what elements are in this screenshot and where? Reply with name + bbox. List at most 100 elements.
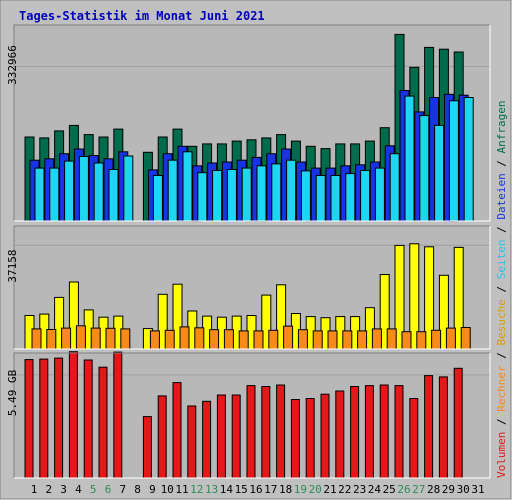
bar-volumen-day-2 — [39, 358, 49, 479]
side-legend: Volumen / Rechner / Besuche / Seiten / D… — [495, 100, 508, 478]
legend-seiten: Seiten — [495, 240, 508, 280]
legend-rechner: Rechner — [495, 365, 508, 412]
bar-volumen-day-19 — [290, 399, 300, 479]
bar-volumen-day-23 — [350, 386, 360, 479]
bar-volumen-day-12 — [187, 405, 197, 479]
panel-middle-border — [13, 225, 490, 349]
bar-rechner-day-1 — [31, 328, 42, 350]
y-tick-label-middle: 37158 — [6, 249, 19, 282]
x-tick-label: 3 — [60, 483, 67, 496]
bar-seiten-day-14 — [226, 169, 237, 222]
x-tick-label: 27 — [412, 483, 425, 496]
bar-seiten-day-23 — [360, 169, 371, 222]
legend-separator: / — [495, 153, 508, 173]
bar-volumen-day-30 — [453, 367, 463, 479]
x-tick-label: 16 — [249, 483, 262, 496]
x-tick-label: 11 — [175, 483, 188, 496]
bar-seiten-day-30 — [463, 97, 474, 222]
bar-rechner-day-20 — [312, 330, 323, 350]
bar-seiten-day-5 — [93, 162, 104, 222]
x-tick-label: 15 — [235, 483, 248, 496]
legend-separator: / — [495, 220, 508, 240]
bar-rechner-day-16 — [253, 330, 264, 350]
bar-rechner-day-27 — [416, 331, 427, 350]
bar-rechner-day-10 — [164, 329, 175, 350]
bar-volumen-day-7 — [113, 351, 123, 479]
bar-volumen-day-24 — [364, 385, 374, 479]
bar-rechner-day-9 — [149, 330, 160, 350]
bar-seiten-day-29 — [448, 100, 459, 222]
bar-volumen-day-13 — [202, 400, 212, 479]
bar-volumen-day-29 — [438, 376, 448, 479]
x-tick-label: 17 — [264, 483, 277, 496]
x-tick-label: 25 — [383, 483, 396, 496]
bar-rechner-day-26 — [401, 331, 412, 350]
bar-seiten-day-10 — [167, 159, 178, 222]
bar-volumen-day-4 — [68, 351, 78, 479]
bar-seiten-day-21 — [330, 175, 341, 222]
x-tick-label: 1 — [31, 483, 38, 496]
bar-seiten-day-2 — [49, 167, 60, 222]
bar-seiten-day-25 — [389, 153, 400, 222]
bar-rechner-day-22 — [342, 330, 353, 350]
bar-rechner-day-25 — [386, 328, 397, 350]
bar-volumen-day-21 — [320, 393, 330, 479]
bar-volumen-day-9 — [142, 416, 152, 479]
bar-rechner-day-11 — [179, 326, 190, 350]
x-tick-label: 23 — [353, 483, 366, 496]
bar-volumen-day-20 — [305, 398, 315, 479]
x-tick-label: 24 — [368, 483, 382, 496]
bar-rechner-day-17 — [268, 329, 279, 350]
bar-rechner-day-23 — [357, 330, 368, 350]
y-tick-label-bottom: 5.49 GB — [6, 369, 19, 416]
bar-volumen-day-26 — [394, 385, 404, 479]
bar-seiten-day-13 — [212, 169, 223, 222]
bar-seiten-day-6 — [108, 169, 119, 222]
bar-seiten-day-24 — [374, 167, 385, 222]
bar-volumen-day-3 — [54, 357, 64, 479]
bar-volumen-day-5 — [83, 359, 93, 479]
bar-rechner-day-28 — [431, 329, 442, 350]
x-tick-label: 28 — [427, 483, 440, 496]
x-tick-label: 20 — [309, 483, 322, 496]
x-tick-label: 9 — [149, 483, 156, 496]
bar-volumen-day-15 — [231, 394, 241, 479]
bar-seiten-day-19 — [300, 170, 311, 222]
bar-seiten-day-16 — [256, 165, 267, 222]
bar-seiten-day-17 — [271, 163, 282, 222]
bar-rechner-day-13 — [209, 329, 220, 350]
bar-rechner-day-6 — [105, 327, 116, 350]
bar-seiten-day-20 — [315, 175, 326, 222]
x-tick-label: 19 — [294, 483, 307, 496]
bar-rechner-day-4 — [75, 325, 86, 350]
x-tick-label: 12 — [190, 483, 203, 496]
bar-seiten-day-4 — [78, 156, 89, 222]
bar-volumen-day-14 — [216, 394, 226, 479]
bar-seiten-day-9 — [152, 175, 163, 222]
x-tick-label: 4 — [75, 483, 82, 496]
bar-volumen-day-18 — [276, 384, 286, 479]
bar-rechner-day-2 — [46, 329, 57, 350]
legend-anfragen: Anfragen — [495, 100, 508, 153]
bar-rechner-day-18 — [283, 325, 294, 350]
x-axis-labels: 1 2 3 4 5 6 7 8 9 10 11 12 13 14 15 16 17 18 19 20 21 22 23 24 2… — [31, 483, 485, 496]
bar-volumen-day-10 — [157, 395, 167, 479]
x-tick-label: 8 — [134, 483, 141, 496]
chart-title: Tages-Statistik im Monat Juni 2021 — [19, 9, 265, 23]
y-axis-labels: 332966 37158 5.49 GB — [6, 45, 19, 416]
bar-rechner-day-14 — [223, 329, 234, 350]
x-tick-label: 30 — [457, 483, 470, 496]
bar-rechner-day-3 — [61, 327, 72, 350]
legend-separator: / — [495, 412, 508, 432]
bar-volumen-day-16 — [246, 385, 256, 479]
panel-top-border — [13, 24, 490, 221]
bar-rechner-day-19 — [297, 329, 308, 350]
bar-seiten-day-3 — [64, 160, 75, 222]
x-tick-label: 22 — [338, 483, 351, 496]
x-tick-label: 6 — [105, 483, 112, 496]
bar-volumen-day-25 — [379, 384, 389, 479]
bar-seiten-day-26 — [404, 95, 415, 222]
bar-seiten-day-15 — [241, 167, 252, 222]
x-tick-label: 5 — [90, 483, 97, 496]
x-tick-label: 18 — [279, 483, 292, 496]
